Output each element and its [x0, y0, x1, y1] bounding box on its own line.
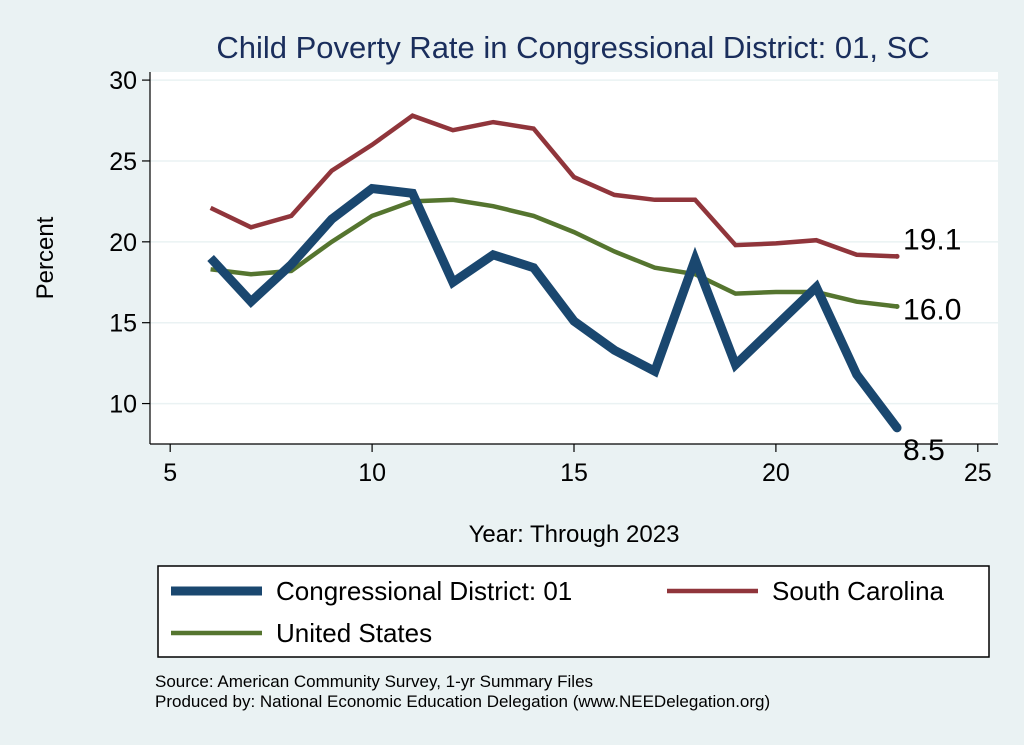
x-tick-label: 25: [964, 459, 992, 487]
axes: 10 15 20 25 30 5 10 15 20 25: [109, 67, 998, 487]
end-labels: 8.5 19.1 16.0: [903, 223, 961, 466]
legend-label-united-states: United States: [276, 618, 432, 648]
x-tick-label: 15: [560, 459, 588, 487]
x-tick-label: 20: [762, 459, 790, 487]
y-tick-label: 15: [109, 310, 137, 338]
end-point-district: [892, 423, 902, 433]
source-note: Produced by: National Economic Education…: [155, 692, 770, 711]
chart-title: Child Poverty Rate in Congressional Dist…: [216, 30, 929, 65]
x-tick-label: 5: [163, 459, 177, 487]
series-lines: [207, 113, 902, 433]
y-tick-label: 30: [109, 67, 137, 95]
end-point-south-carolina: [894, 253, 900, 259]
legend-label-south-carolina: South Carolina: [772, 576, 945, 606]
end-label-district: 8.5: [903, 434, 945, 467]
end-label-united-states: 16.0: [903, 294, 961, 327]
y-tick-label: 20: [109, 229, 137, 257]
end-point-united-states: [894, 304, 900, 310]
series-line-south-carolina: [209, 113, 898, 259]
series-line-district: [207, 183, 901, 431]
legend-entries: Congressional District: 01 South Carolina…: [171, 576, 945, 648]
legend-label-district: Congressional District: 01: [276, 576, 572, 606]
source-note: Source: American Community Survey, 1-yr …: [155, 672, 593, 691]
source-notes: Source: American Community Survey, 1-yr …: [155, 672, 770, 711]
y-tick-label: 10: [109, 391, 137, 419]
end-label-south-carolina: 19.1: [903, 223, 961, 256]
x-tick-label: 10: [358, 459, 386, 487]
series-line-united-states: [210, 197, 898, 309]
y-axis-title: Percent: [32, 216, 59, 299]
x-axis-title: Year: Through 2023: [469, 521, 680, 548]
y-tick-label: 25: [109, 148, 137, 176]
legend: [157, 565, 990, 658]
